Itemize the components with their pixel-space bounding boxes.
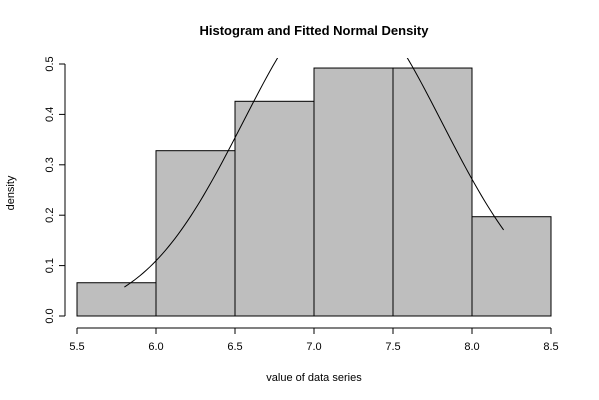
x-axis: 5.5 6.0 6.5 7.0 7.5 8.0 8.5 (69, 327, 559, 353)
x-tick-label: 8.0 (464, 341, 479, 353)
bars-group (76, 67, 552, 317)
histogram-bar-5 (392, 67, 473, 317)
x-tick-label: 5.5 (69, 341, 84, 353)
y-axis-label: density (5, 175, 17, 210)
histogram-bar-2 (155, 150, 236, 317)
fitted-density-group (124, 58, 505, 288)
y-tick-label: 0.5 (44, 56, 56, 71)
histogram-bar-6 (471, 216, 552, 317)
x-tick-label: 6.0 (148, 341, 163, 353)
x-axis-label: value of data series (266, 372, 362, 384)
histogram-bar-1 (76, 282, 157, 317)
x-tick-label: 7.5 (385, 341, 400, 353)
y-tick-label: 0.3 (44, 157, 56, 172)
x-tick-label: 8.5 (543, 341, 558, 353)
y-tick-label: 0.1 (44, 258, 56, 273)
histogram-bar-4 (313, 67, 394, 317)
fitted-normal-curve (124, 58, 505, 288)
y-tick-label: 0.4 (44, 107, 56, 122)
y-tick-label: 0.0 (44, 308, 56, 323)
y-axis: 0.0 0.1 0.2 0.3 0.4 0.5 (44, 56, 66, 324)
histogram-bar-3 (234, 100, 315, 317)
x-tick-label: 7.0 (306, 341, 321, 353)
y-tick-label: 0.2 (44, 208, 56, 223)
chart-title: Histogram and Fitted Normal Density (200, 23, 430, 38)
x-tick-label: 6.5 (227, 341, 242, 353)
